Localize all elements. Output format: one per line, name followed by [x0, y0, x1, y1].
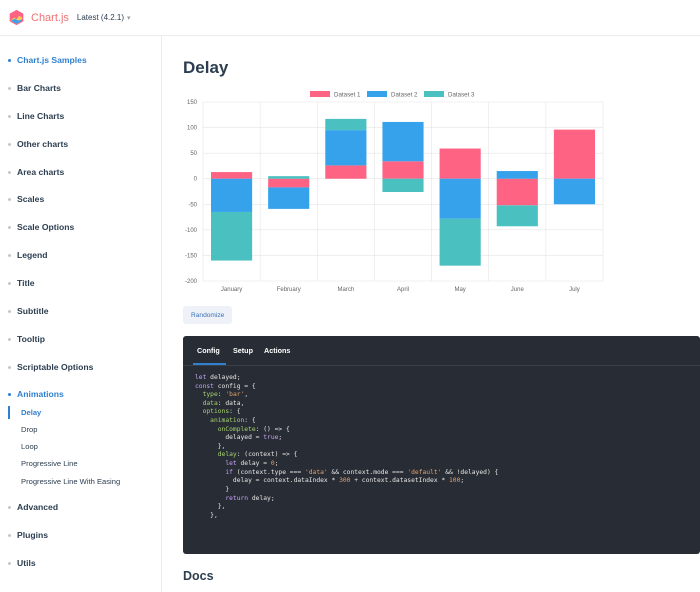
legend-label: Dataset 2: [391, 92, 418, 99]
y-tick-label: -150: [185, 253, 198, 259]
x-tick-label: April: [397, 287, 409, 293]
sidebar-subitem-drop[interactable]: Drop: [21, 425, 38, 434]
bar-segment: [325, 165, 367, 179]
bar-segment: [553, 178, 595, 205]
chevron-down-icon: ▾: [127, 14, 131, 22]
y-tick-label: -50: [188, 202, 197, 208]
sidebar-item-scriptable-options[interactable]: Scriptable Options: [0, 362, 162, 372]
code-line: const config = {: [195, 382, 256, 390]
sidebar-item-utils[interactable]: Utils: [0, 558, 162, 568]
code-line: animation: {: [210, 417, 256, 425]
bar-segment: [325, 130, 367, 166]
bar-segment: [382, 161, 424, 179]
sidebar-item-animations[interactable]: Animations: [0, 389, 162, 399]
code-line: },: [195, 503, 226, 511]
code-line: return delay;: [225, 494, 275, 502]
y-tick-label: 0: [194, 177, 198, 183]
sidebar-item-bar-charts[interactable]: Bar Charts: [0, 83, 162, 93]
bar-segment: [439, 178, 481, 219]
code-line: }: [195, 485, 230, 493]
sidebar-item-legend[interactable]: Legend: [0, 250, 162, 260]
sidebar-item-scale-options[interactable]: Scale Options: [0, 222, 162, 232]
bar-segment: [268, 187, 310, 209]
bar-segment: [496, 178, 538, 206]
sidebar-item-title[interactable]: Title: [0, 278, 162, 288]
bar-segment: [382, 121, 424, 162]
brand-title[interactable]: Chart.js: [31, 11, 69, 24]
stacked-bar-chart[interactable]: 150 100 50 0 -50 -100 -150 -200 January February M…: [162, 86, 700, 296]
x-tick-label: May: [454, 287, 465, 293]
x-tick-label: June: [511, 287, 525, 293]
version-label: Latest (4.2.1): [76, 13, 125, 22]
tab-actions[interactable]: Actions: [264, 346, 291, 355]
sidebar-subitem-progressive-line[interactable]: Progressive Line: [21, 459, 78, 468]
code-block[interactable]: let delayed; const config = { type: 'bar'…: [195, 374, 498, 520]
code-line: if (context.type === 'data' && context.m…: [225, 468, 499, 476]
bar-segment: [325, 118, 367, 131]
sidebar-subitem-progressive-line-easing[interactable]: Progressive Line With Easing: [21, 477, 121, 486]
sidebar-item-subtitle[interactable]: Subtitle: [0, 306, 162, 316]
tab-config[interactable]: Config: [193, 346, 226, 365]
docs-heading: Docs: [183, 569, 214, 583]
tab-setup[interactable]: Setup: [233, 346, 253, 355]
bar-segment: [382, 178, 424, 193]
bar-segment: [439, 218, 481, 266]
code-line: delay = context.dataIndex * 300 + contex…: [195, 477, 465, 485]
bar-segment: [496, 205, 538, 227]
sidebar-item-scales[interactable]: Scales: [0, 194, 162, 204]
x-tick-label: July: [569, 287, 580, 293]
sidebar-item-other-charts[interactable]: Other charts: [0, 139, 162, 149]
y-tick-label: 150: [187, 100, 198, 106]
x-tick-label: January: [221, 287, 242, 293]
x-tick-label: February: [277, 287, 301, 293]
code-line: let delay = 0;: [225, 460, 279, 468]
code-line: let delayed;: [195, 374, 241, 381]
chartjs-logo-icon[interactable]: [8, 9, 25, 26]
randomize-button[interactable]: Randomize: [183, 306, 233, 324]
sidebar-item-tooltip[interactable]: Tooltip: [0, 334, 162, 344]
sidebar-item-line-charts[interactable]: Line Charts: [0, 111, 162, 121]
page-title: Delay: [183, 58, 229, 77]
code-line: },: [195, 442, 226, 450]
bar-segment: [553, 129, 595, 179]
bar-segment: [496, 171, 538, 179]
bar-segment: [211, 178, 253, 212]
version-dropdown[interactable]: Latest (4.2.1) ▾: [77, 13, 131, 22]
sidebar: Chart.js Samples Bar Charts Line Charts …: [0, 36, 162, 592]
code-panel: Config Setup Actions let delayed; const c…: [183, 336, 700, 554]
sidebar-item-area-charts[interactable]: Area charts: [0, 167, 162, 177]
main-content: Delay 150 100 50 0 -50 -100 -150 -200 January Feb…: [162, 36, 700, 592]
sidebar-item-samples[interactable]: Chart.js Samples: [0, 55, 162, 65]
bar-segment: [268, 176, 310, 179]
bar-segment: [211, 172, 253, 179]
legend-label: Dataset 1: [334, 92, 361, 99]
y-tick-label: -100: [185, 228, 198, 234]
bar-segment: [439, 148, 481, 179]
y-tick-label: 50: [190, 151, 197, 157]
code-line: options: {: [202, 408, 241, 416]
code-line: },: [195, 511, 218, 519]
code-tabs: Config Setup Actions: [183, 336, 700, 366]
code-line: type: 'bar',: [202, 391, 249, 399]
sidebar-subitem-delay[interactable]: Delay: [8, 406, 162, 419]
x-tick-label: March: [338, 287, 355, 293]
y-tick-label: -200: [185, 279, 198, 285]
code-line: onComplete: () => {: [217, 425, 290, 433]
legend-swatch: [424, 91, 444, 97]
top-navbar: Chart.js Latest (4.2.1) ▾: [0, 0, 700, 36]
legend-swatch: [310, 91, 330, 97]
sidebar-item-plugins[interactable]: Plugins: [0, 530, 162, 540]
code-line: data: data,: [202, 399, 245, 407]
legend-swatch: [367, 91, 387, 97]
code-line: delayed = true;: [195, 434, 283, 442]
sidebar-item-advanced[interactable]: Advanced: [0, 502, 162, 512]
bar-segment: [268, 178, 310, 188]
legend-label: Dataset 3: [448, 92, 475, 99]
y-tick-label: 100: [187, 126, 198, 132]
code-line: delay: (context) => {: [217, 451, 298, 459]
bar-segment: [211, 211, 253, 261]
sidebar-subitem-loop[interactable]: Loop: [21, 442, 38, 451]
